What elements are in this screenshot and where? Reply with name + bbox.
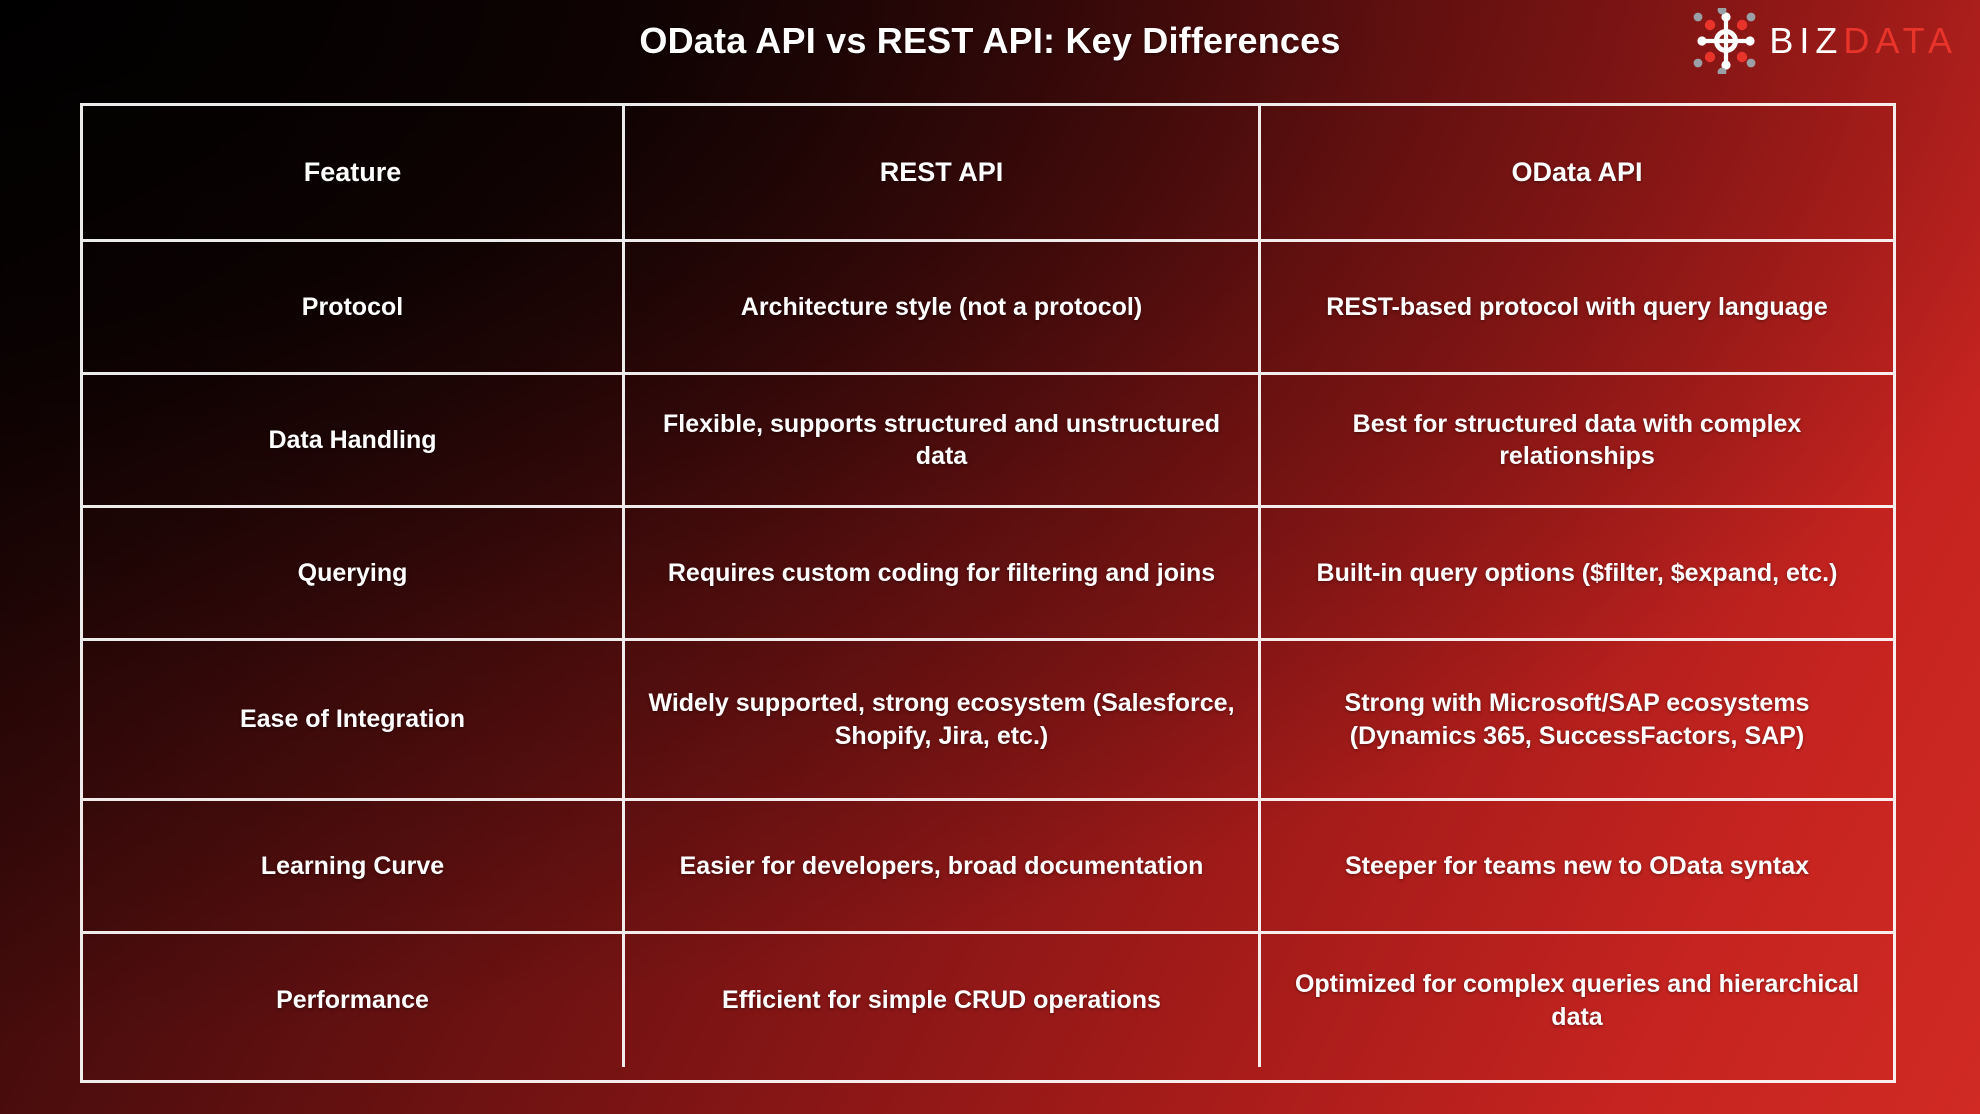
comparison-table: Feature REST API OData API Protocol Arch… <box>80 103 1896 1083</box>
table-row: Querying Requires custom coding for filt… <box>83 508 1893 641</box>
table-header-row: Feature REST API OData API <box>83 106 1893 242</box>
table-row: Ease of Integration Widely supported, st… <box>83 641 1893 801</box>
feature-name-cell: Performance <box>83 934 625 1067</box>
feature-name-cell: Ease of Integration <box>83 641 625 798</box>
column-header-feature: Feature <box>83 106 625 239</box>
table-row: Protocol Architecture style (not a proto… <box>83 242 1893 375</box>
rest-api-cell: Requires custom coding for filtering and… <box>625 508 1261 638</box>
feature-name-cell: Learning Curve <box>83 801 625 931</box>
odata-api-cell: Optimized for complex queries and hierar… <box>1294 970 1860 1031</box>
table-row: Learning Curve Easier for developers, br… <box>83 801 1893 934</box>
page-title: OData API vs REST API: Key Differences <box>639 20 1341 61</box>
feature-name-cell: Data Handling <box>83 375 625 505</box>
bizdata-wordmark: BIZDATA <box>1769 23 1958 59</box>
logo-word-biz: BIZ <box>1769 20 1844 61</box>
column-header-odata-api: OData API <box>1511 156 1643 187</box>
column-header-rest-api: REST API <box>625 106 1261 239</box>
odata-api-cell: REST-based protocol with query language <box>1326 292 1828 321</box>
odata-api-cell: Best for structured data with complex re… <box>1352 409 1802 471</box>
feature-name-cell: Protocol <box>83 242 625 372</box>
bizdata-logo[interactable]: BIZDATA <box>1693 8 1958 74</box>
feature-name-cell: Querying <box>83 508 625 638</box>
table-row: Data Handling Flexible, supports structu… <box>83 375 1893 508</box>
odata-api-cell: Strong with Microsoft/SAP ecosystems (Dy… <box>1344 689 1810 750</box>
slide-header: OData API vs REST API: Key Differences <box>0 0 1980 86</box>
rest-api-cell: Easier for developers, broad documentati… <box>625 801 1261 931</box>
rest-api-cell: Widely supported, strong ecosystem (Sale… <box>625 641 1261 798</box>
bizdata-node-network-icon <box>1693 8 1756 74</box>
rest-api-cell: Architecture style (not a protocol) <box>625 242 1261 372</box>
rest-api-cell: Flexible, supports structured and unstru… <box>625 375 1261 505</box>
table-row: Performance Efficient for simple CRUD op… <box>83 934 1893 1067</box>
logo-word-data: DATA <box>1843 20 1958 61</box>
odata-api-cell: Steeper for teams new to OData syntax <box>1344 851 1810 880</box>
odata-api-cell: Built-in query options ($filter, $expand… <box>1316 558 1838 587</box>
rest-api-cell: Efficient for simple CRUD operations <box>625 934 1261 1067</box>
